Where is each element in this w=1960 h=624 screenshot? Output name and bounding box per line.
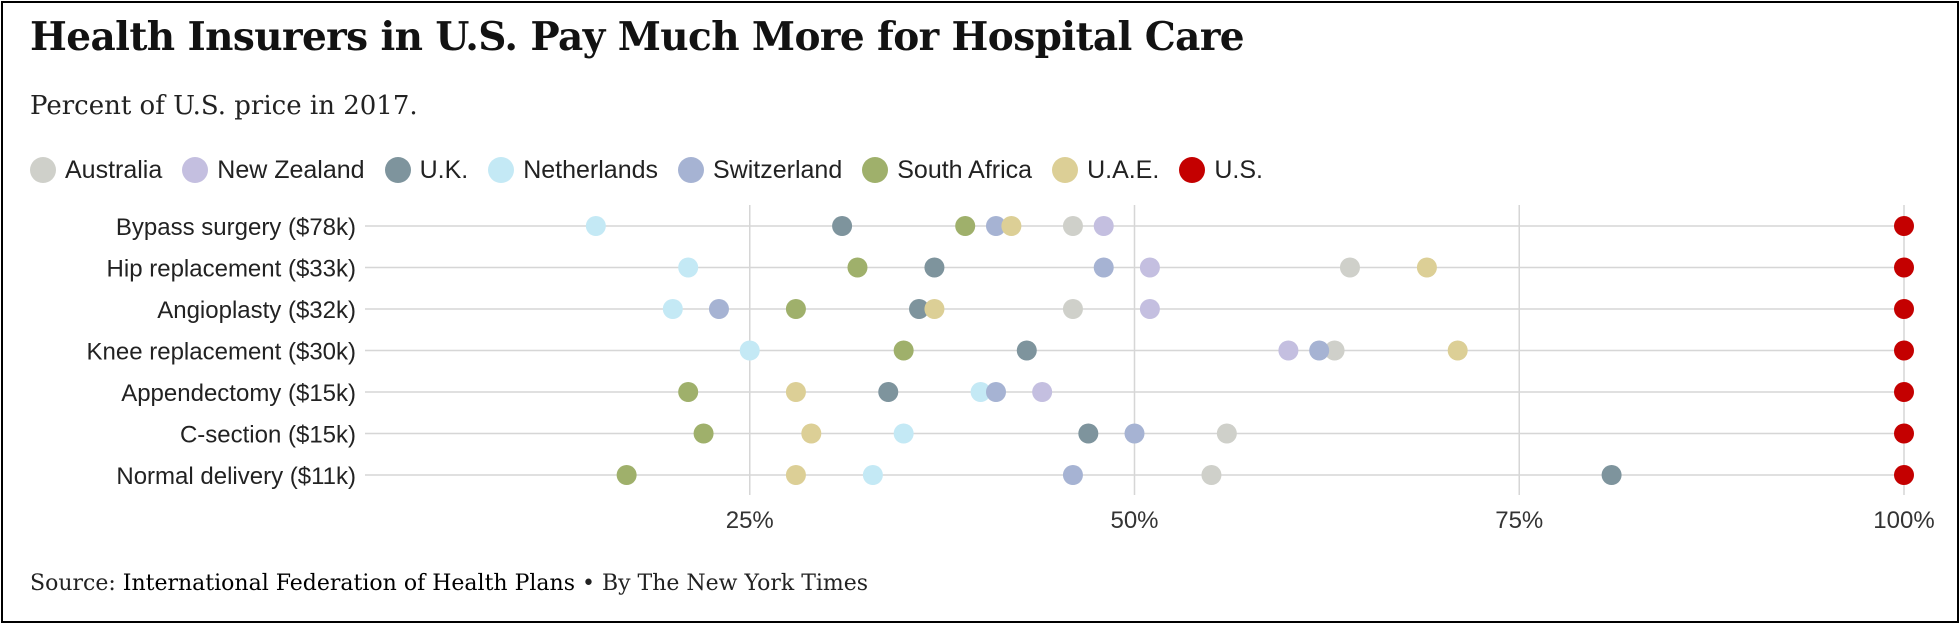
legend-item-new-zealand: New Zealand <box>182 155 365 185</box>
legend-swatch-new-zealand <box>182 157 209 183</box>
chart-subtitle: Percent of U.S. price in 2017. <box>30 91 418 121</box>
category-label: Normal delivery ($11k) <box>116 463 356 490</box>
legend-swatch-u-k <box>384 157 411 183</box>
dot-new-zealand-knee-replacement-30k <box>1278 340 1299 361</box>
legend-label-u-a-e: U.A.E. <box>1087 155 1160 184</box>
dot-new-zealand-appendectomy-15k <box>1032 382 1053 402</box>
dot-switzerland-appendectomy-15k <box>985 382 1006 402</box>
dot-new-zealand-bypass-surgery-78k <box>1093 216 1114 236</box>
category-label: C-section ($15k) <box>180 422 356 449</box>
legend-swatch-netherlands <box>488 157 515 183</box>
category-label: Knee replacement ($30k) <box>87 339 356 366</box>
legend-item-south-africa: South Africa <box>862 156 1032 185</box>
dot-netherlands-bypass-surgery-78k <box>585 216 606 236</box>
dot-australia-knee-replacement-30k <box>1324 340 1345 361</box>
legend-label-u-s: U.S. <box>1214 155 1263 184</box>
legend-swatch-u-s <box>1179 157 1206 183</box>
legend-swatch-south-africa <box>862 157 889 183</box>
dot-u-a-e-bypass-surgery-78k <box>1001 216 1022 236</box>
dot-u-a-e-normal-delivery-11k <box>785 465 806 485</box>
dot-australia-angioplasty-32k <box>1062 299 1083 319</box>
legend-item-switzerland: Switzerland <box>678 156 842 185</box>
dot-switzerland-bypass-surgery-78k <box>985 216 1006 236</box>
legend-item-australia: Australia <box>30 156 162 185</box>
x-tick-label: 75% <box>1495 507 1543 534</box>
dot-south-africa-hip-replacement-33k <box>847 257 868 278</box>
dot-u-s-appendectomy-15k <box>1894 382 1914 402</box>
dot-south-africa-normal-delivery-11k <box>616 465 637 485</box>
dot-u-a-e-hip-replacement-33k <box>1416 257 1437 278</box>
dot-u-k-appendectomy-15k <box>878 382 899 402</box>
dot-australia-normal-delivery-11k <box>1201 465 1222 485</box>
legend-swatch-u-a-e <box>1052 157 1079 183</box>
x-tick-label: 25% <box>726 507 774 534</box>
category-label: Hip replacement ($33k) <box>107 256 356 283</box>
dot-u-s-knee-replacement-30k <box>1894 340 1914 361</box>
dot-netherlands-appendectomy-15k <box>970 382 991 402</box>
chart-title: Health Insurers in U.S. Pay Much More fo… <box>30 14 1245 60</box>
dot-u-a-e-knee-replacement-30k <box>1447 340 1468 361</box>
x-tick-label: 100% <box>1873 507 1934 534</box>
dot-u-s-angioplasty-32k <box>1894 299 1914 319</box>
dot-u-k-normal-delivery-11k <box>1601 465 1622 485</box>
dot-switzerland-normal-delivery-11k <box>1062 465 1083 485</box>
dot-australia-hip-replacement-33k <box>1339 257 1360 278</box>
dot-u-k-bypass-surgery-78k <box>832 216 853 236</box>
source-label: Source: <box>30 571 116 596</box>
x-tick-label: 50% <box>1110 507 1158 534</box>
legend-label-switzerland: Switzerland <box>713 155 843 184</box>
chart-plot: 25% 50% 75% 100% Bypass surgery ($78k) Hip re… <box>87 205 1935 534</box>
dot-u-k-hip-replacement-33k <box>924 257 945 278</box>
dot-south-africa-c-section-15k <box>693 423 714 444</box>
legend-label-netherlands: Netherlands <box>523 155 659 184</box>
dot-u-s-c-section-15k <box>1894 423 1914 444</box>
dot-switzerland-hip-replacement-33k <box>1093 257 1114 278</box>
legend-item-u-k: U.K. <box>384 155 469 185</box>
legend-swatch-australia <box>30 157 56 183</box>
legend-label-u-k: U.K. <box>419 155 469 184</box>
dot-u-k-knee-replacement-30k <box>1016 340 1037 361</box>
dot-switzerland-knee-replacement-30k <box>1309 340 1330 361</box>
dot-switzerland-c-section-15k <box>1124 423 1145 444</box>
chart-legend: Australia New Zealand U.K. Netherlands Switz… <box>30 152 1263 188</box>
dot-south-africa-appendectomy-15k <box>678 382 699 402</box>
legend-swatch-switzerland <box>678 157 705 183</box>
dot-australia-bypass-surgery-78k <box>1062 216 1083 236</box>
legend-label-australia: Australia <box>65 155 163 184</box>
dot-australia-c-section-15k <box>1216 423 1237 444</box>
category-label: Angioplasty ($32k) <box>157 297 356 324</box>
legend-item-u-a-e: U.A.E. <box>1052 156 1159 185</box>
dot-netherlands-knee-replacement-30k <box>739 340 760 361</box>
dot-netherlands-normal-delivery-11k <box>862 465 883 485</box>
dot-south-africa-bypass-surgery-78k <box>955 216 976 236</box>
dot-u-s-hip-replacement-33k <box>1894 257 1914 278</box>
dot-netherlands-angioplasty-32k <box>662 299 683 319</box>
dot-new-zealand-hip-replacement-33k <box>1139 257 1160 278</box>
dot-south-africa-knee-replacement-30k <box>893 340 914 361</box>
legend-label-new-zealand: New Zealand <box>217 155 365 184</box>
dot-u-a-e-appendectomy-15k <box>785 382 806 402</box>
dot-new-zealand-angioplasty-32k <box>1139 299 1160 319</box>
category-label: Bypass surgery ($78k) <box>116 214 356 241</box>
dot-u-k-angioplasty-32k <box>909 299 930 319</box>
legend-item-u-s: U.S. <box>1179 156 1263 185</box>
dot-u-s-normal-delivery-11k <box>1894 465 1914 485</box>
dot-netherlands-hip-replacement-33k <box>678 257 699 278</box>
dot-u-a-e-angioplasty-32k <box>924 299 945 319</box>
dot-u-s-bypass-surgery-78k <box>1894 216 1914 236</box>
dot-netherlands-c-section-15k <box>893 423 914 444</box>
legend-label-south-africa: South Africa <box>897 155 1033 184</box>
dot-u-k-c-section-15k <box>1078 423 1099 444</box>
source-note: Source: International Federation of Heal… <box>30 571 868 596</box>
dot-switzerland-angioplasty-32k <box>708 299 729 319</box>
source-bullet: • <box>581 571 595 596</box>
legend-item-netherlands: Netherlands <box>488 156 658 185</box>
source-byline: By The New York Times <box>601 571 869 596</box>
dot-u-a-e-c-section-15k <box>801 423 822 444</box>
category-label: Appendectomy ($15k) <box>121 380 356 407</box>
source-org: International Federation of Health Plans <box>122 571 575 596</box>
dot-south-africa-angioplasty-32k <box>785 299 806 319</box>
